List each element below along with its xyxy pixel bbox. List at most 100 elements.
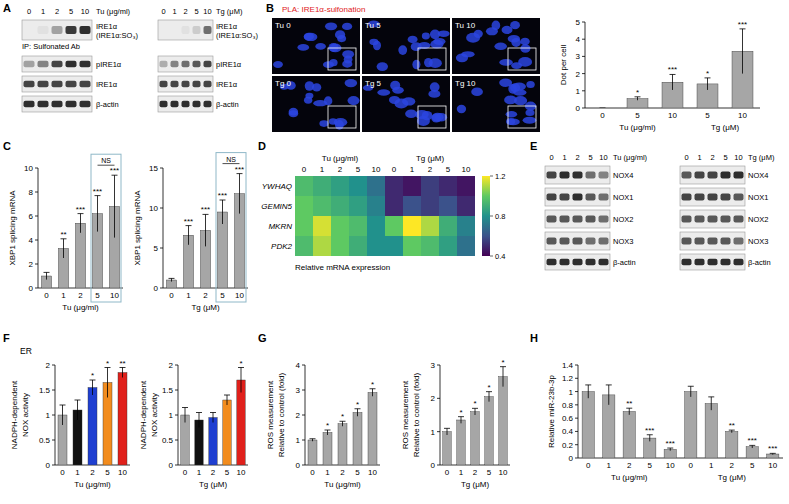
significance: *** xyxy=(768,444,777,453)
bracket-line xyxy=(98,165,115,166)
y-tick-label: 1 xyxy=(569,388,574,397)
bar xyxy=(323,433,332,466)
heat-cell xyxy=(421,196,439,216)
y-tick-label: 10 xyxy=(24,164,33,173)
inset xyxy=(508,106,536,128)
band xyxy=(24,81,35,87)
row-label: NOX2 xyxy=(748,215,768,224)
nucleus xyxy=(457,105,466,113)
inset xyxy=(418,106,446,128)
error-bar xyxy=(186,226,192,245)
bar-chart: 0123450*5***10*5***10Tu (μg/ml)Tg (μM)Do… xyxy=(559,18,760,132)
significance: * xyxy=(501,358,504,367)
y-tick xyxy=(35,240,38,241)
y-label: ROS measurement xyxy=(401,380,410,449)
band xyxy=(560,193,570,200)
x-group-label: Tu (μg/ml) xyxy=(322,154,359,163)
y-tick xyxy=(52,390,55,391)
heat-cell xyxy=(457,216,475,236)
band xyxy=(721,215,731,222)
error-bar xyxy=(224,395,230,405)
image-bg xyxy=(452,76,540,132)
error-bar xyxy=(626,408,632,415)
band xyxy=(182,26,190,34)
x-tick-label: 2 xyxy=(78,291,83,300)
y-label: XBP1 splicing mRNA xyxy=(133,190,142,266)
row-label: β-actin xyxy=(748,258,771,267)
band xyxy=(599,259,609,265)
band xyxy=(182,61,190,67)
error-cap xyxy=(600,108,606,109)
y-tick-label: 4 xyxy=(576,35,581,44)
lane-label: 1 xyxy=(562,153,566,162)
band xyxy=(547,193,557,200)
lane-label: 0 xyxy=(684,153,688,162)
heat-cell xyxy=(349,176,367,196)
y-tick xyxy=(175,465,178,466)
y-tick xyxy=(52,415,55,416)
significance: *** xyxy=(201,205,210,214)
error-bar xyxy=(60,405,66,425)
nucleus xyxy=(507,119,520,126)
nucleus xyxy=(430,82,440,92)
x-tick-label: 5 xyxy=(225,468,230,477)
lane-label: 2 xyxy=(710,153,714,162)
column-label: 1 xyxy=(410,165,415,174)
band xyxy=(734,259,744,265)
microscopy: BPLA: IRE1α-sulfonationTu 0Tu 5Tu 10Tg 0… xyxy=(266,2,540,132)
x-label: Tg (μM) xyxy=(191,303,219,312)
marks xyxy=(600,29,754,108)
panel-letter: G xyxy=(258,332,267,344)
band xyxy=(586,193,596,200)
y-tick-label: 3 xyxy=(296,386,301,395)
band xyxy=(708,193,718,200)
error-line xyxy=(107,368,108,398)
band xyxy=(560,259,570,265)
y-axis xyxy=(440,365,441,465)
heat-cell xyxy=(457,236,475,256)
error-line xyxy=(188,226,189,245)
y-tick xyxy=(575,391,578,392)
band xyxy=(38,81,49,87)
band xyxy=(586,259,596,265)
significance: *** xyxy=(76,205,85,214)
marks xyxy=(443,367,507,465)
error-line xyxy=(707,78,708,90)
error-bar xyxy=(220,200,226,224)
y-label: XBP1 splicing mRNA xyxy=(8,190,17,266)
nucleus xyxy=(305,81,314,91)
lane-label: 5 xyxy=(194,7,198,16)
x-group-label: Tg (μM) xyxy=(416,154,444,163)
band xyxy=(573,237,583,244)
x-group-label: Tu (μg/ml) xyxy=(611,473,648,482)
heat-cell xyxy=(313,216,331,236)
y-tick xyxy=(437,465,440,466)
heat-cell xyxy=(349,236,367,256)
lane-label: 0 xyxy=(27,7,31,16)
row-label: β-actin xyxy=(613,258,636,267)
significance: * xyxy=(326,421,329,430)
band xyxy=(573,171,583,178)
error-line xyxy=(357,409,358,417)
nucleus xyxy=(431,114,441,123)
heat-cell xyxy=(439,216,457,236)
bar-chart: 0510150***1***2***5***10Tg (μM)XBP1 spli… xyxy=(133,153,248,312)
significance: *** xyxy=(110,166,119,175)
error-bar xyxy=(169,278,175,281)
bar xyxy=(582,392,594,458)
nucleus xyxy=(514,96,527,105)
band xyxy=(160,101,168,107)
x-label: Tg (μM) xyxy=(199,480,227,489)
y-tick-label: 0 xyxy=(29,284,34,293)
y-tick-label: 4 xyxy=(296,361,301,370)
blot-strip xyxy=(680,210,745,228)
band xyxy=(160,61,168,67)
colorbar-tick-label: 1.2 xyxy=(495,172,505,181)
marks xyxy=(308,389,377,465)
error-line xyxy=(77,400,78,420)
panel-letter: C xyxy=(3,140,11,152)
nucleus xyxy=(432,113,444,122)
band xyxy=(171,81,179,87)
error-bar xyxy=(708,397,714,410)
band xyxy=(24,61,35,67)
